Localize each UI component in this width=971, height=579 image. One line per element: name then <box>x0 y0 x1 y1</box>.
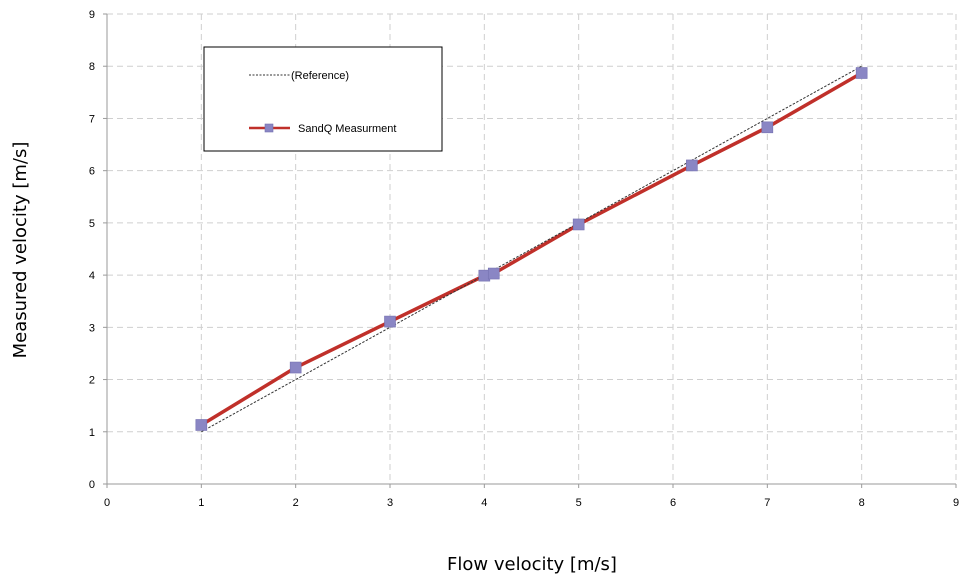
x-tick-label: 2 <box>293 497 299 509</box>
data-point-marker <box>855 67 868 79</box>
y-tick-label: 6 <box>89 166 95 178</box>
series-line-reference <box>201 65 862 433</box>
legend: (Reference) SandQ Measurment <box>203 46 443 152</box>
legend-reference-label: (Reference) <box>291 70 349 82</box>
x-axis-title: Flow velocity [m/s] <box>447 554 617 575</box>
y-tick-label: 3 <box>89 322 95 334</box>
tick-labels: 0 1 2 3 4 5 6 7 8 9 0 1 2 3 4 5 6 7 8 9 <box>89 9 959 509</box>
y-tick-label: 8 <box>89 61 95 73</box>
series-markers <box>195 67 868 431</box>
y-tick-label: 5 <box>89 218 95 230</box>
legend-measurement-label: SandQ Measurment <box>298 123 396 135</box>
data-point-marker <box>289 361 302 374</box>
x-tick-label: 0 <box>104 497 110 509</box>
x-tick-label: 5 <box>576 497 582 509</box>
data-point-marker <box>195 419 208 431</box>
y-axis-title: Measured velocity [m/s] <box>10 142 31 359</box>
x-tick-label: 3 <box>387 497 393 509</box>
legend-measurement-marker <box>264 123 274 133</box>
x-tick-label: 4 <box>481 497 487 509</box>
x-tick-label: 6 <box>670 497 676 509</box>
data-point-marker <box>686 159 698 172</box>
data-point-marker <box>572 218 585 231</box>
data-point-marker <box>761 121 774 134</box>
axes <box>103 13 957 488</box>
data-point-marker <box>384 315 396 328</box>
y-tick-label: 0 <box>89 479 95 491</box>
legend-box <box>203 46 443 152</box>
y-tick-label: 9 <box>89 9 95 21</box>
x-tick-label: 8 <box>859 497 865 509</box>
y-tick-label: 2 <box>89 375 95 387</box>
y-tick-label: 7 <box>89 113 95 125</box>
y-tick-label: 4 <box>89 270 95 282</box>
x-tick-label: 7 <box>764 497 770 509</box>
data-point-marker <box>487 267 500 280</box>
y-tick-label: 1 <box>89 427 95 439</box>
x-tick-label: 9 <box>953 497 959 509</box>
x-tick-label: 1 <box>198 497 204 509</box>
